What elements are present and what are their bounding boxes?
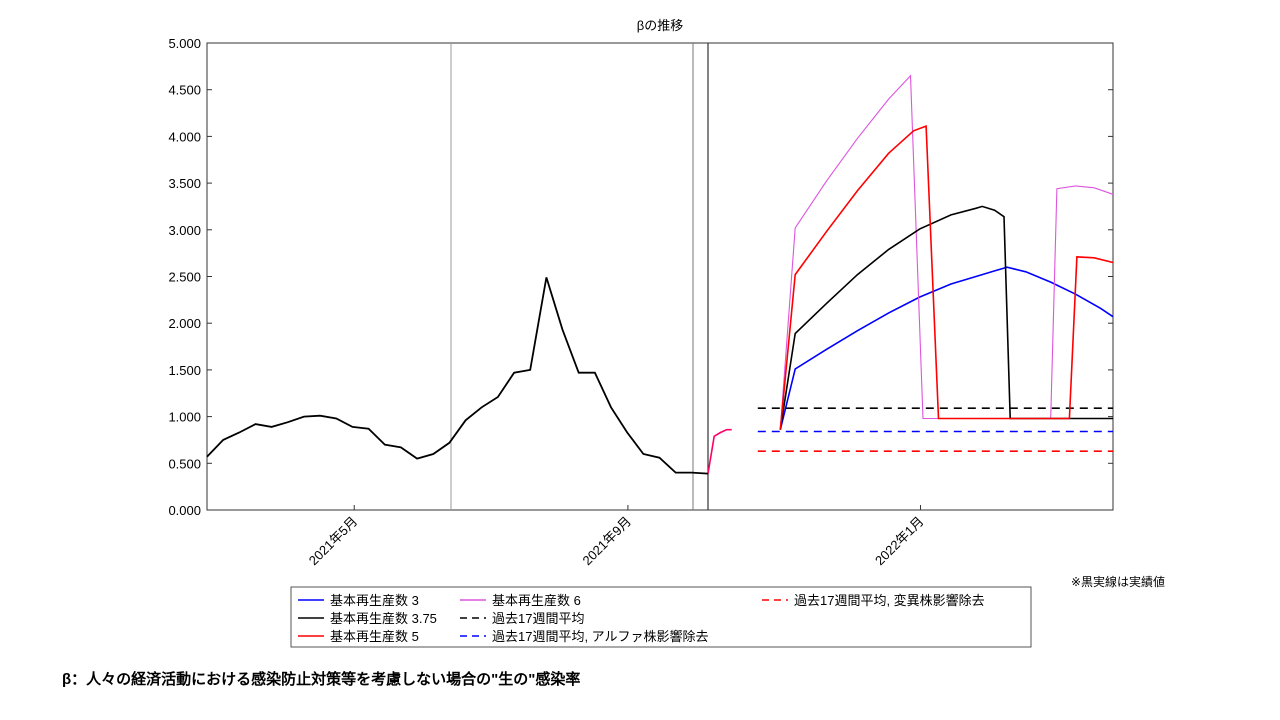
y-axis: 0.000 0.500 1.000 1.500 2.000 2.500 3.000 3.500…	[168, 36, 1113, 518]
legend-entry: 基本再生産数 6	[492, 593, 581, 608]
y-tick-label: 0.000	[168, 503, 201, 518]
x-tick-label: 2021年9月	[579, 514, 634, 569]
y-tick-label: 2.000	[168, 316, 201, 331]
legend-entry: 基本再生産数 3	[330, 593, 419, 608]
y-tick-label: 3.000	[168, 223, 201, 238]
y-tick-label: 2.500	[168, 270, 201, 285]
legend-entry: 過去17週間平均, アルファ株影響除去	[492, 629, 709, 644]
series-layer	[206, 74, 1114, 475]
y-tick-label: 5.000	[168, 36, 201, 51]
series-line	[779, 74, 1114, 430]
legend-box	[290, 586, 1032, 648]
reference-lines	[450, 43, 709, 510]
projection-link-line	[707, 428, 732, 474]
series-line	[779, 205, 1113, 430]
x-tick-label: 2022年1月	[872, 514, 927, 569]
legend-entry: 基本再生産数 5	[330, 629, 419, 644]
legend-entry: 過去17週間平均, 変異株影響除去	[794, 593, 985, 608]
series-line	[779, 266, 1114, 430]
y-tick-label: 0.500	[168, 456, 201, 471]
actual-line	[206, 277, 709, 475]
legend-entry: 基本再生産数 3.75	[330, 611, 437, 626]
legend: 基本再生産数 3 基本再生産数 6 基本再生産数 3.75 基本再生産数 5 過去17週…	[290, 586, 1032, 648]
series-line	[779, 124, 1114, 430]
chart-title: βの推移	[637, 18, 683, 33]
y-tick-label: 1.000	[168, 410, 201, 425]
beta-definition-footnote: β：人々の経済活動における感染防止対策等を考慮しない場合の"生の"感染率	[62, 671, 581, 688]
y-tick-label: 3.500	[168, 176, 201, 191]
x-axis: 2021年5月 2021年9月 2022年1月	[306, 505, 927, 568]
chart: βの推移 0.000 0.500 1.000 1.500 2.000 2.500 3.000…	[168, 18, 1114, 648]
y-tick-label: 4.000	[168, 129, 201, 144]
y-tick-label: 4.500	[168, 83, 201, 98]
actual-line-note: ※黒実線は実績値	[1071, 575, 1166, 589]
legend-entry: 過去17週間平均	[492, 611, 584, 626]
x-tick-label: 2021年5月	[306, 514, 361, 569]
y-tick-label: 1.500	[168, 363, 201, 378]
